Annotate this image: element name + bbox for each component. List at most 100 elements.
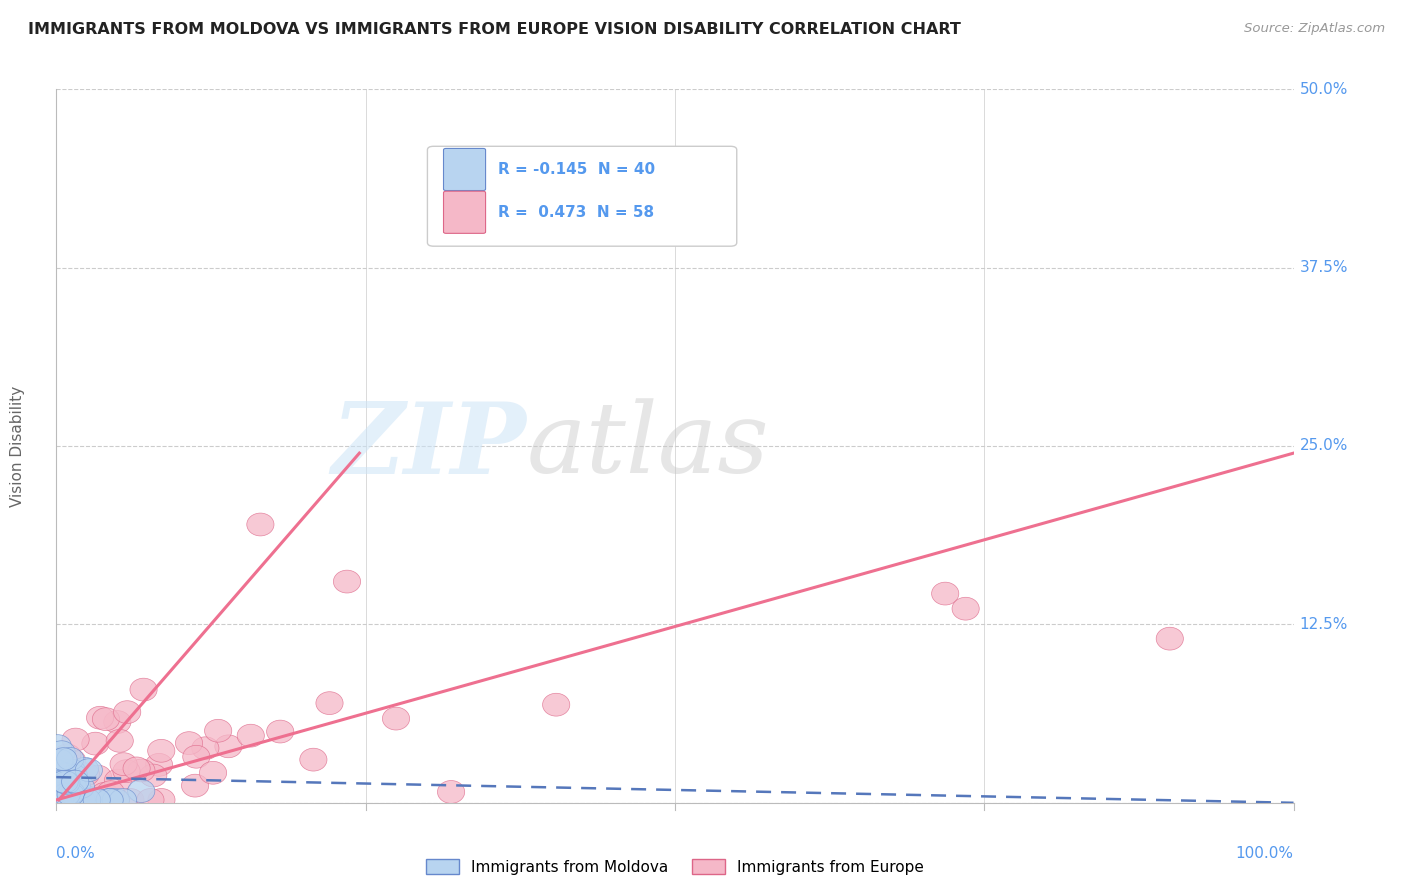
Ellipse shape <box>59 749 86 772</box>
Ellipse shape <box>58 759 86 782</box>
Ellipse shape <box>67 789 94 812</box>
Ellipse shape <box>96 789 124 812</box>
Ellipse shape <box>145 754 173 776</box>
Ellipse shape <box>49 759 77 781</box>
Ellipse shape <box>62 728 89 751</box>
Text: R =  0.473  N = 58: R = 0.473 N = 58 <box>498 205 654 220</box>
Ellipse shape <box>105 730 134 752</box>
Ellipse shape <box>76 759 103 781</box>
Ellipse shape <box>67 789 96 812</box>
Text: IMMIGRANTS FROM MOLDOVA VS IMMIGRANTS FROM EUROPE VISION DISABILITY CORRELATION : IMMIGRANTS FROM MOLDOVA VS IMMIGRANTS FR… <box>28 22 960 37</box>
Text: atlas: atlas <box>526 399 769 493</box>
Ellipse shape <box>62 770 89 793</box>
Ellipse shape <box>51 789 77 812</box>
Ellipse shape <box>51 771 79 793</box>
Ellipse shape <box>139 764 167 787</box>
Ellipse shape <box>53 772 80 794</box>
Text: 50.0%: 50.0% <box>1299 82 1348 96</box>
Ellipse shape <box>67 775 94 798</box>
Ellipse shape <box>73 789 100 812</box>
Ellipse shape <box>45 789 72 812</box>
Ellipse shape <box>55 784 83 807</box>
Ellipse shape <box>128 780 155 803</box>
Ellipse shape <box>53 763 80 786</box>
Ellipse shape <box>181 774 208 797</box>
Ellipse shape <box>59 789 86 812</box>
Ellipse shape <box>382 707 409 730</box>
Ellipse shape <box>191 737 219 760</box>
Ellipse shape <box>91 789 120 812</box>
Ellipse shape <box>48 770 75 793</box>
Ellipse shape <box>59 775 86 798</box>
Ellipse shape <box>333 570 360 593</box>
Ellipse shape <box>58 783 84 805</box>
Text: ZIP: ZIP <box>332 398 526 494</box>
Text: Vision Disability: Vision Disability <box>10 385 25 507</box>
Text: R = -0.145  N = 40: R = -0.145 N = 40 <box>498 161 655 177</box>
Ellipse shape <box>1156 627 1184 650</box>
Ellipse shape <box>437 780 465 804</box>
Ellipse shape <box>91 782 118 805</box>
Ellipse shape <box>117 789 143 812</box>
Ellipse shape <box>44 760 70 782</box>
Ellipse shape <box>84 765 111 788</box>
Ellipse shape <box>49 789 76 812</box>
Ellipse shape <box>63 774 90 797</box>
Ellipse shape <box>93 707 120 731</box>
Text: 0.0%: 0.0% <box>56 846 96 861</box>
Ellipse shape <box>200 762 226 784</box>
Ellipse shape <box>60 775 87 798</box>
Ellipse shape <box>543 693 569 716</box>
Ellipse shape <box>316 691 343 714</box>
Ellipse shape <box>69 789 97 812</box>
Ellipse shape <box>72 757 98 780</box>
Ellipse shape <box>932 582 959 605</box>
Ellipse shape <box>53 744 82 767</box>
Text: Source: ZipAtlas.com: Source: ZipAtlas.com <box>1244 22 1385 36</box>
Ellipse shape <box>56 766 83 789</box>
Ellipse shape <box>97 780 124 804</box>
Ellipse shape <box>51 789 77 812</box>
Ellipse shape <box>110 789 136 812</box>
Ellipse shape <box>72 763 100 786</box>
Ellipse shape <box>148 789 176 812</box>
FancyBboxPatch shape <box>443 191 485 234</box>
Ellipse shape <box>215 735 242 757</box>
Ellipse shape <box>110 753 138 775</box>
Ellipse shape <box>82 732 110 755</box>
Ellipse shape <box>128 759 155 782</box>
Text: 37.5%: 37.5% <box>1299 260 1348 275</box>
Ellipse shape <box>46 789 75 812</box>
Ellipse shape <box>183 746 209 768</box>
Ellipse shape <box>148 739 174 763</box>
Ellipse shape <box>136 789 165 812</box>
Ellipse shape <box>299 748 328 771</box>
Ellipse shape <box>53 784 82 806</box>
FancyBboxPatch shape <box>443 148 485 191</box>
Ellipse shape <box>53 783 80 805</box>
Ellipse shape <box>238 724 264 747</box>
Ellipse shape <box>122 757 150 780</box>
Ellipse shape <box>48 740 75 764</box>
Ellipse shape <box>63 789 90 812</box>
Ellipse shape <box>104 711 131 733</box>
Ellipse shape <box>49 747 77 771</box>
Ellipse shape <box>952 598 979 620</box>
Ellipse shape <box>56 747 84 771</box>
Ellipse shape <box>79 789 105 812</box>
Ellipse shape <box>46 749 73 772</box>
Ellipse shape <box>129 678 157 701</box>
Ellipse shape <box>48 766 76 789</box>
Ellipse shape <box>58 781 84 804</box>
Ellipse shape <box>76 787 104 810</box>
Text: 100.0%: 100.0% <box>1236 846 1294 861</box>
Ellipse shape <box>87 706 114 729</box>
Ellipse shape <box>45 766 72 789</box>
Ellipse shape <box>112 760 141 782</box>
Ellipse shape <box>58 780 86 803</box>
Ellipse shape <box>75 789 103 812</box>
Ellipse shape <box>104 769 132 792</box>
Ellipse shape <box>73 789 101 812</box>
Text: 12.5%: 12.5% <box>1299 617 1348 632</box>
Ellipse shape <box>60 764 87 788</box>
